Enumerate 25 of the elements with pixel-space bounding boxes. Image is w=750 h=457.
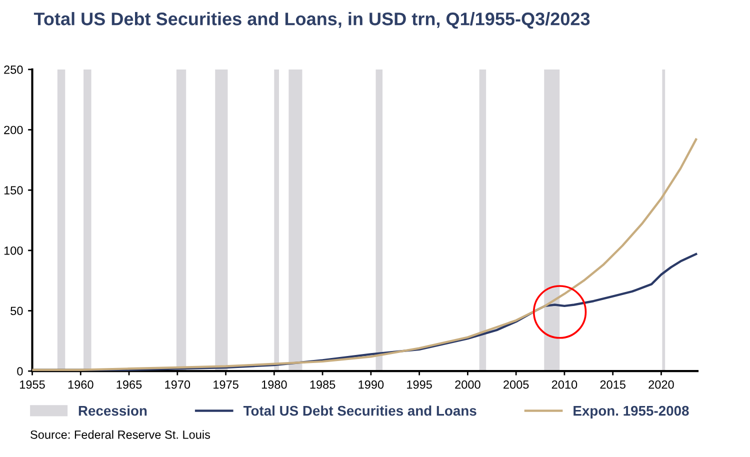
x-tick-label: 2000 [455, 380, 480, 389]
x-tick-label: 2010 [552, 380, 578, 389]
x-tick-label: 1960 [68, 380, 94, 389]
x-tick-label: 2005 [504, 380, 529, 389]
x-tick-label: 1990 [358, 380, 384, 389]
legend-label: Recession [78, 406, 147, 416]
x-tick-label: 1975 [214, 380, 238, 389]
legend-label: Expon. 1955-2008 [574, 406, 689, 418]
source-note: Source: Federal Reserve St. Louis [30, 430, 210, 439]
chart-title: Total US Debt Securities and Loans, in USD trn, Q1/1955-Q3/2023 [34, 12, 590, 29]
x-tick-label: 1965 [116, 380, 142, 389]
x-tick-label: 2020 [648, 380, 674, 389]
x-tick-label: 1985 [310, 380, 336, 389]
y-tick-label: 0 [17, 367, 23, 376]
x-tick-label: 1980 [262, 380, 287, 389]
x-tick-label: 2015 [600, 380, 626, 389]
y-tick-label: 150 [4, 186, 23, 195]
legend-label: Total US Debt Securities and Loans [243, 406, 476, 416]
y-tick-label: 50 [10, 306, 23, 316]
x-tick-label: 1970 [165, 380, 190, 389]
y-tick-label: 250 [4, 66, 23, 74]
x-tick-label: 1955 [20, 380, 45, 389]
y-tick-label: 200 [4, 126, 23, 134]
y-tick-label: 100 [4, 246, 23, 255]
x-tick-label: 1995 [407, 380, 432, 389]
